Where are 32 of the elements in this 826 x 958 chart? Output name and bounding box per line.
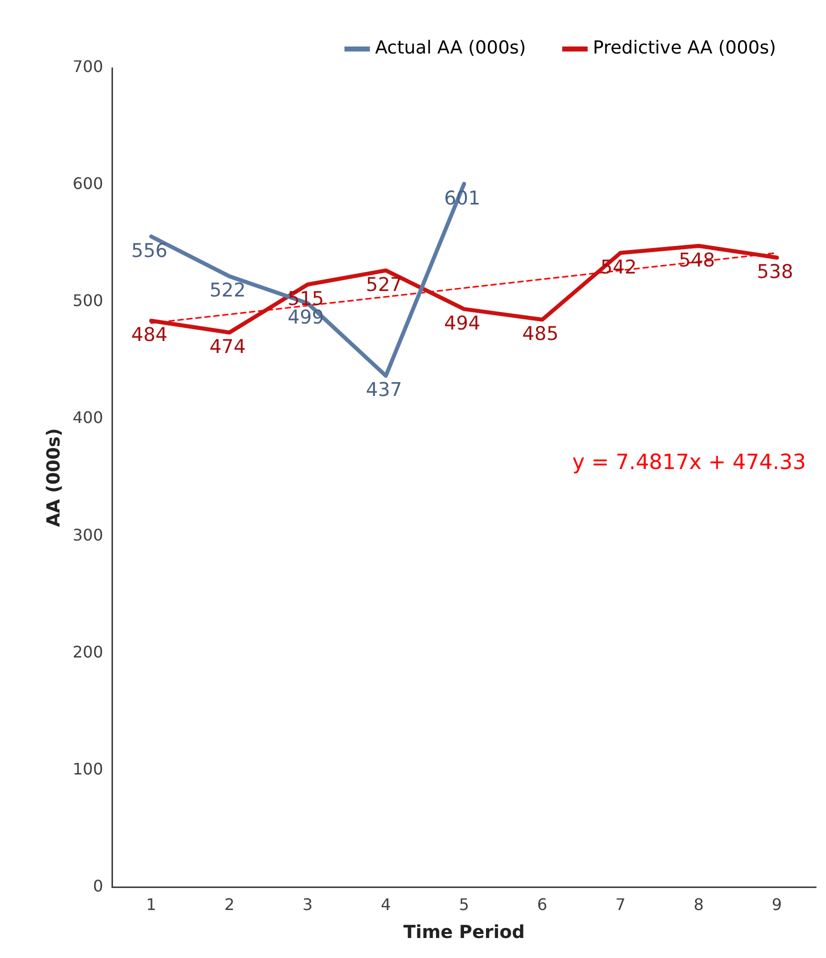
x-tick-label: 1 — [146, 894, 156, 914]
data-label: 499 — [288, 306, 324, 329]
x-tick-label: 6 — [537, 894, 548, 914]
y-tick-label: 700 — [72, 57, 104, 76]
x-tick-label: 9 — [772, 894, 782, 914]
x-tick-label: 7 — [615, 894, 626, 914]
data-label: 494 — [444, 312, 480, 335]
x-tick-label: 2 — [224, 894, 235, 914]
data-label: 527 — [366, 274, 402, 296]
x-tick-label: 3 — [302, 894, 313, 914]
y-tick-label: 600 — [72, 174, 104, 194]
y-axis-title: AA (000s) — [43, 428, 64, 528]
data-label: 474 — [209, 336, 246, 358]
data-label: 538 — [756, 261, 794, 284]
y-tick-label: 300 — [72, 525, 104, 544]
data-label: 484 — [131, 324, 168, 346]
y-tick-label: 500 — [72, 291, 104, 310]
data-label: 556 — [131, 240, 168, 262]
x-axis-title: Time Period — [403, 922, 525, 943]
legend-label: Predictive AA (000s) — [592, 38, 776, 59]
y-tick-label: 0 — [92, 876, 104, 896]
x-tick-label: 4 — [380, 894, 391, 914]
y-tick-label: 400 — [72, 408, 104, 428]
y-tick-label: 200 — [72, 642, 104, 662]
y-tick-label: 100 — [72, 759, 104, 778]
annotation: y = 7.4817x + 474.33 — [572, 450, 806, 474]
x-tick-label: 8 — [694, 894, 704, 914]
x-tick-label: 5 — [458, 894, 470, 914]
legend-label: Actual AA (000s) — [375, 38, 526, 59]
data-label: 437 — [366, 379, 402, 402]
data-label: 522 — [209, 280, 246, 302]
data-label: 485 — [522, 323, 559, 346]
